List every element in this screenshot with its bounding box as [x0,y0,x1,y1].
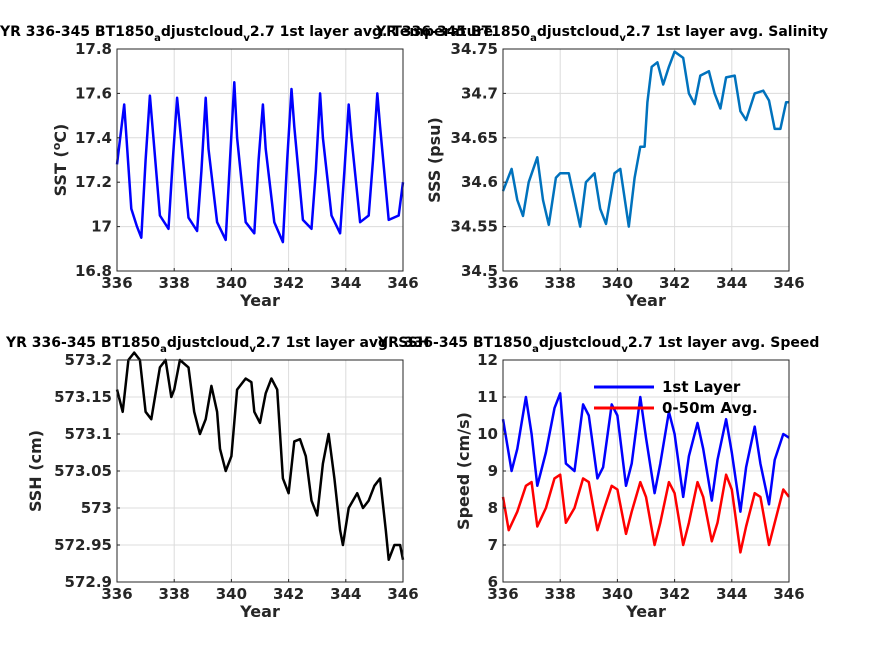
x-tick-label: 336 [487,274,518,292]
x-tick-label: 346 [387,274,418,292]
x-tick-label: 346 [773,585,804,603]
y-axis-label: SST (oC) [50,124,70,197]
x-axis-label: Year [239,291,280,310]
x-tick-label: 344 [716,585,747,603]
y-tick-label: 572.9 [65,573,112,591]
y-tick-label: 8 [488,499,498,517]
y-tick-label: 6 [488,573,498,591]
x-tick-label: 344 [330,585,361,603]
plot-area [117,49,403,271]
x-tick-label: 340 [216,585,247,603]
x-tick-label: 340 [602,274,633,292]
plot-area [503,49,789,271]
series-line-2 [501,473,790,554]
y-tick-label: 11 [477,388,498,406]
y-axis-label: SSH (cm) [26,430,45,512]
y-axis-label: SSS (psu) [425,117,444,203]
x-tick-label: 342 [273,274,304,292]
x-tick-label: 344 [716,274,747,292]
x-tick-label: 336 [487,585,518,603]
y-tick-label: 17.6 [75,84,112,102]
x-tick-label: 338 [159,585,190,603]
y-tick-label: 573 [81,499,112,517]
x-axis-label: Year [625,602,666,621]
y-tick-label: 573.2 [65,351,112,369]
y-tick-label: 16.8 [75,262,112,280]
subplot-1: 336 338 340 342 344 346 16.8 17 17.2 17.4 17.6 17.8… [0,24,493,310]
y-tick-label: 17.4 [75,129,112,147]
y-axis-label: Speed (cm/s) [454,412,473,530]
y-tick-label: 7 [488,536,498,554]
chart-title: YR 336-345 BT1850adjustcloudv2.7 1st lay… [375,24,828,44]
series-line-1 [501,50,789,228]
x-tick-label: 338 [545,585,576,603]
x-axis-label: Year [625,291,666,310]
x-tick-label: 346 [773,274,804,292]
x-tick-label: 340 [216,274,247,292]
x-axis-label: Year [239,602,280,621]
x-tick-label: 336 [101,585,132,603]
y-tick-label: 34.75 [451,40,498,58]
y-tick-label: 34.65 [451,129,498,147]
x-tick-label: 342 [273,585,304,603]
x-tick-label: 338 [159,274,190,292]
y-tick-label: 573.05 [54,462,112,480]
series-line-1 [115,351,405,562]
axes-box [116,48,404,272]
x-tick-label: 342 [659,274,690,292]
chart-title: YR 336-345 BT1850adjustcloudv2.7 1st lay… [5,335,430,355]
y-tick-label: 17.8 [75,40,112,58]
y-tick-label: 34.6 [461,173,498,191]
legend-label: 0-50m Avg. [662,399,758,417]
y-tick-label: 12 [477,351,498,369]
axes-box [502,48,790,272]
y-tick-label: 34.5 [461,262,498,280]
y-tick-label: 10 [477,425,498,443]
x-tick-label: 338 [545,274,576,292]
chart-title: YR 336-345 BT1850adjustcloudv2.7 1st lay… [377,335,819,355]
legend-label: 1st Layer [662,378,741,396]
x-tick-label: 344 [330,274,361,292]
y-tick-label: 34.55 [451,218,498,236]
legend: 1st Layer 0-50m Avg. [594,378,758,417]
series-line-1 [501,392,790,513]
x-tick-label: 340 [602,585,633,603]
x-tick-label: 346 [387,585,418,603]
y-tick-label: 17 [91,218,112,236]
subplot-3: 336 338 340 342 344 346 572.9 572.95 573 573.05 57… [5,335,430,621]
y-tick-label: 573.15 [54,388,112,406]
y-tick-label: 9 [488,462,498,480]
y-tick-label: 17.2 [75,173,112,191]
series-line-1 [115,81,405,244]
chart-title: YR 336-345 BT1850adjustcloudv2.7 1st lay… [0,24,493,44]
y-tick-label: 573.1 [65,425,112,443]
y-tick-label: 572.95 [54,536,112,554]
x-tick-label: 336 [101,274,132,292]
x-tick-label: 342 [659,585,690,603]
subplot-2: 336 338 340 342 344 346 34.5 34.55 34.6 34.65 34.7… [375,24,828,310]
y-tick-label: 34.7 [461,84,498,102]
subplot-4: 336 338 340 342 344 346 6 7 8 9 10 11 12 Year Speed (c… [377,335,819,621]
